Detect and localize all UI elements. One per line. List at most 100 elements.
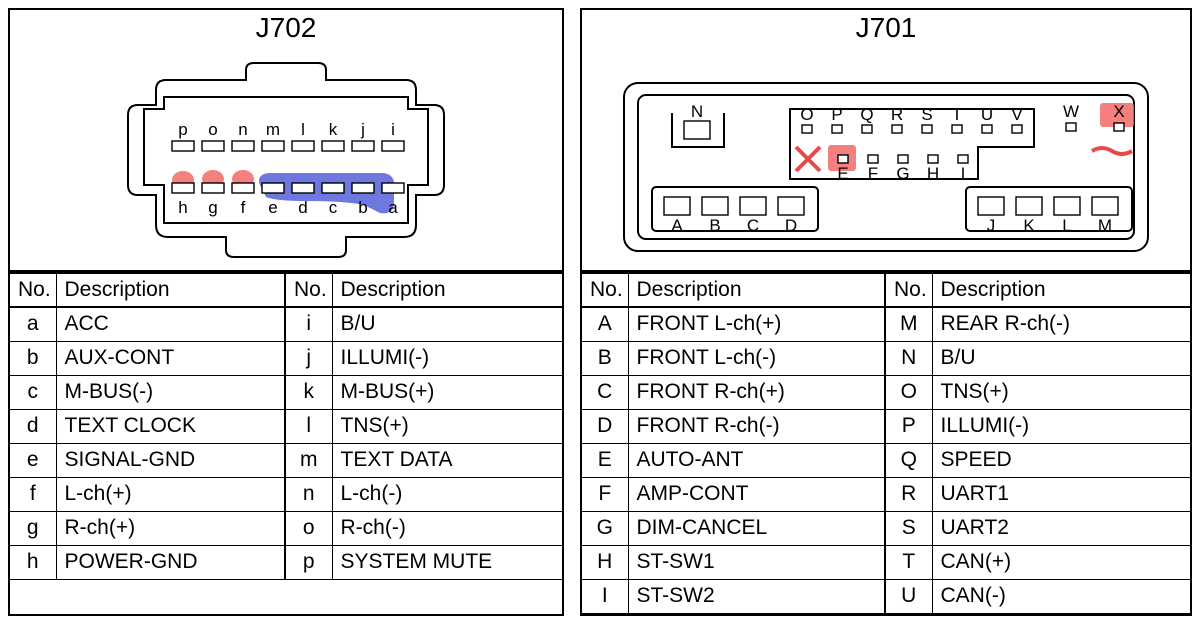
cell-no: e [10, 443, 56, 477]
table-row: FAMP-CONT [582, 477, 884, 511]
svg-text:P: P [831, 105, 842, 124]
cell-no: S [886, 511, 932, 545]
pinout-container: J702 ponmlkji hgfedcba [0, 0, 1200, 624]
cell-desc: FRONT R-ch(+) [628, 375, 884, 409]
j702-table-left: No.Description aACCbAUX-CONTcM-BUS(-)dTE… [10, 272, 284, 580]
j701-red-cross [796, 147, 820, 171]
cell-desc: L-ch(-) [332, 477, 562, 511]
cell-no: H [582, 545, 628, 579]
j702-table: No.Description aACCbAUX-CONTcM-BUS(-)dTE… [10, 272, 562, 580]
table-row: OTNS(+) [886, 375, 1190, 409]
table-row: dTEXT CLOCK [10, 409, 284, 443]
table-row: AFRONT L-ch(+) [582, 307, 884, 341]
cell-desc: UART1 [932, 477, 1190, 511]
cell-desc: AUTO-ANT [628, 443, 884, 477]
cell-desc: R-ch(-) [332, 511, 562, 545]
j702-panel: J702 ponmlkji hgfedcba [8, 8, 564, 616]
header-desc: Description [628, 273, 884, 307]
table-row: PILLUMI(-) [886, 409, 1190, 443]
cell-desc: R-ch(+) [56, 511, 284, 545]
cell-no: P [886, 409, 932, 443]
svg-text:N: N [691, 102, 703, 121]
cell-desc: UART2 [932, 511, 1190, 545]
table-row: oR-ch(-) [286, 511, 562, 545]
cell-no: O [886, 375, 932, 409]
header-no: No. [582, 273, 628, 307]
cell-desc: ILLUMI(-) [932, 409, 1190, 443]
cell-no: R [886, 477, 932, 511]
svg-text:T: T [952, 105, 962, 124]
cell-desc: TEXT CLOCK [56, 409, 284, 443]
svg-text:S: S [921, 105, 932, 124]
cell-desc: ST-SW2 [628, 579, 884, 613]
cell-no: g [10, 511, 56, 545]
svg-text:a: a [388, 198, 398, 217]
table-row: pSYSTEM MUTE [286, 545, 562, 579]
header-no: No. [10, 273, 56, 307]
svg-text:m: m [266, 120, 280, 139]
cell-desc: TEXT DATA [332, 443, 562, 477]
j702-table-right: No.Description iB/UjILLUMI(-)kM-BUS(+)lT… [286, 272, 562, 580]
table-row: DFRONT R-ch(-) [582, 409, 884, 443]
cell-desc: CAN(-) [932, 579, 1190, 613]
cell-desc: B/U [332, 307, 562, 341]
table-row: TCAN(+) [886, 545, 1190, 579]
table-row: aACC [10, 307, 284, 341]
cell-desc: TNS(+) [332, 409, 562, 443]
cell-no: p [286, 545, 332, 579]
table-row: SUART2 [886, 511, 1190, 545]
cell-desc: FRONT R-ch(-) [628, 409, 884, 443]
cell-no: U [886, 579, 932, 613]
cell-no: I [582, 579, 628, 613]
cell-no: d [10, 409, 56, 443]
cell-no: T [886, 545, 932, 579]
table-row: hPOWER-GND [10, 545, 284, 579]
table-row: CFRONT R-ch(+) [582, 375, 884, 409]
svg-text:H: H [927, 164, 939, 183]
table-row: gR-ch(+) [10, 511, 284, 545]
cell-no: i [286, 307, 332, 341]
svg-text:h: h [178, 198, 187, 217]
svg-text:k: k [329, 120, 338, 139]
cell-desc: FRONT L-ch(+) [628, 307, 884, 341]
table-row: jILLUMI(-) [286, 341, 562, 375]
cell-desc: ACC [56, 307, 284, 341]
cell-no: D [582, 409, 628, 443]
cell-desc: ST-SW1 [628, 545, 884, 579]
svg-text:Q: Q [860, 105, 873, 124]
svg-text:l: l [301, 120, 305, 139]
cell-no: j [286, 341, 332, 375]
cell-no: Q [886, 443, 932, 477]
table-row: EAUTO-ANT [582, 443, 884, 477]
cell-no: m [286, 443, 332, 477]
svg-text:f: f [241, 198, 246, 217]
svg-text:E: E [837, 164, 848, 183]
j701-red-scribble [1092, 148, 1132, 154]
j702-connector: ponmlkji hgfedcba [10, 50, 562, 272]
cell-desc: POWER-GND [56, 545, 284, 579]
table-row: iB/U [286, 307, 562, 341]
j701-panel: J701 OPQRSTUV N WX [580, 8, 1192, 616]
svg-text:K: K [1023, 216, 1035, 235]
cell-desc: ILLUMI(-) [332, 341, 562, 375]
j702-title: J702 [10, 10, 562, 50]
cell-no: F [582, 477, 628, 511]
svg-text:R: R [891, 105, 903, 124]
table-row: eSIGNAL-GND [10, 443, 284, 477]
svg-text:I: I [961, 164, 966, 183]
table-row: nL-ch(-) [286, 477, 562, 511]
cell-no: G [582, 511, 628, 545]
svg-text:A: A [671, 216, 683, 235]
table-row: BFRONT L-ch(-) [582, 341, 884, 375]
header-no: No. [886, 273, 932, 307]
cell-no: M [886, 307, 932, 341]
svg-text:e: e [268, 198, 277, 217]
cell-desc: L-ch(+) [56, 477, 284, 511]
table-row: kM-BUS(+) [286, 375, 562, 409]
j701-title: J701 [582, 10, 1190, 50]
cell-desc: SPEED [932, 443, 1190, 477]
cell-desc: REAR R-ch(-) [932, 307, 1190, 341]
cell-no: b [10, 341, 56, 375]
j701-connector-svg: OPQRSTUV N WX EFGHI ABCD JKLM [606, 55, 1166, 265]
cell-desc: SIGNAL-GND [56, 443, 284, 477]
